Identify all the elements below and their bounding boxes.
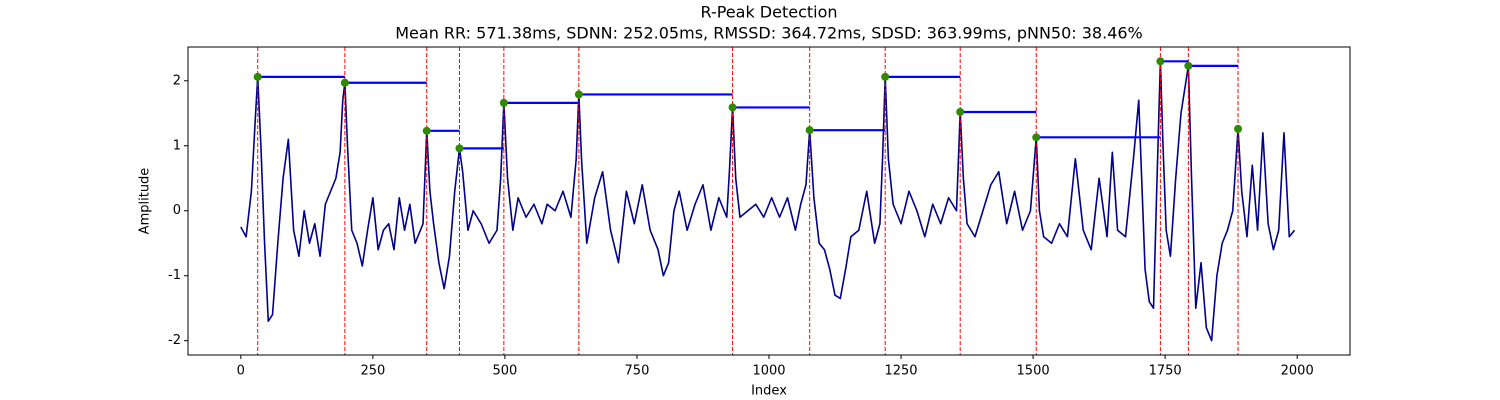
peak-point — [1156, 57, 1165, 66]
x-axis-label: Index — [751, 384, 787, 399]
chart-title: R-Peak Detection — [700, 3, 837, 22]
peak-point — [340, 78, 349, 87]
x-tick-label: 1750 — [1149, 364, 1182, 379]
peak-point — [499, 98, 508, 107]
x-tick-label: 750 — [625, 364, 650, 379]
peak-point — [1032, 133, 1041, 142]
x-tick-label: 1250 — [884, 364, 917, 379]
plot-frame — [187, 46, 1351, 356]
peak-point — [253, 72, 262, 81]
peak-point — [422, 126, 431, 135]
peak-point — [455, 144, 464, 153]
y-tick-label: 1 — [173, 138, 181, 153]
peak-point — [574, 90, 583, 99]
x-tick-label: 500 — [492, 364, 517, 379]
chart-subtitle: Mean RR: 571.38ms, SDNN: 252.05ms, RMSSD… — [395, 24, 1143, 43]
y-axis-label: Amplitude — [138, 168, 153, 235]
signal-line — [240, 60, 1296, 342]
y-tick-label: 0 — [173, 203, 181, 218]
y-tick-label: 2 — [173, 73, 181, 88]
x-tick-label: 250 — [360, 364, 385, 379]
x-tick-label: 0 — [237, 364, 245, 379]
x-tick-label: 1000 — [752, 364, 785, 379]
x-tick-label: 1500 — [1017, 364, 1050, 379]
x-tick-label: 2000 — [1281, 364, 1314, 379]
y-tick-label: -2 — [168, 333, 181, 348]
peak-point — [805, 126, 814, 135]
peak-point — [728, 103, 737, 112]
peak-point — [956, 107, 965, 116]
peak-point — [881, 72, 890, 81]
peak-point — [1184, 61, 1193, 70]
y-tick-label: -1 — [168, 268, 181, 283]
peak-point — [1234, 124, 1243, 133]
